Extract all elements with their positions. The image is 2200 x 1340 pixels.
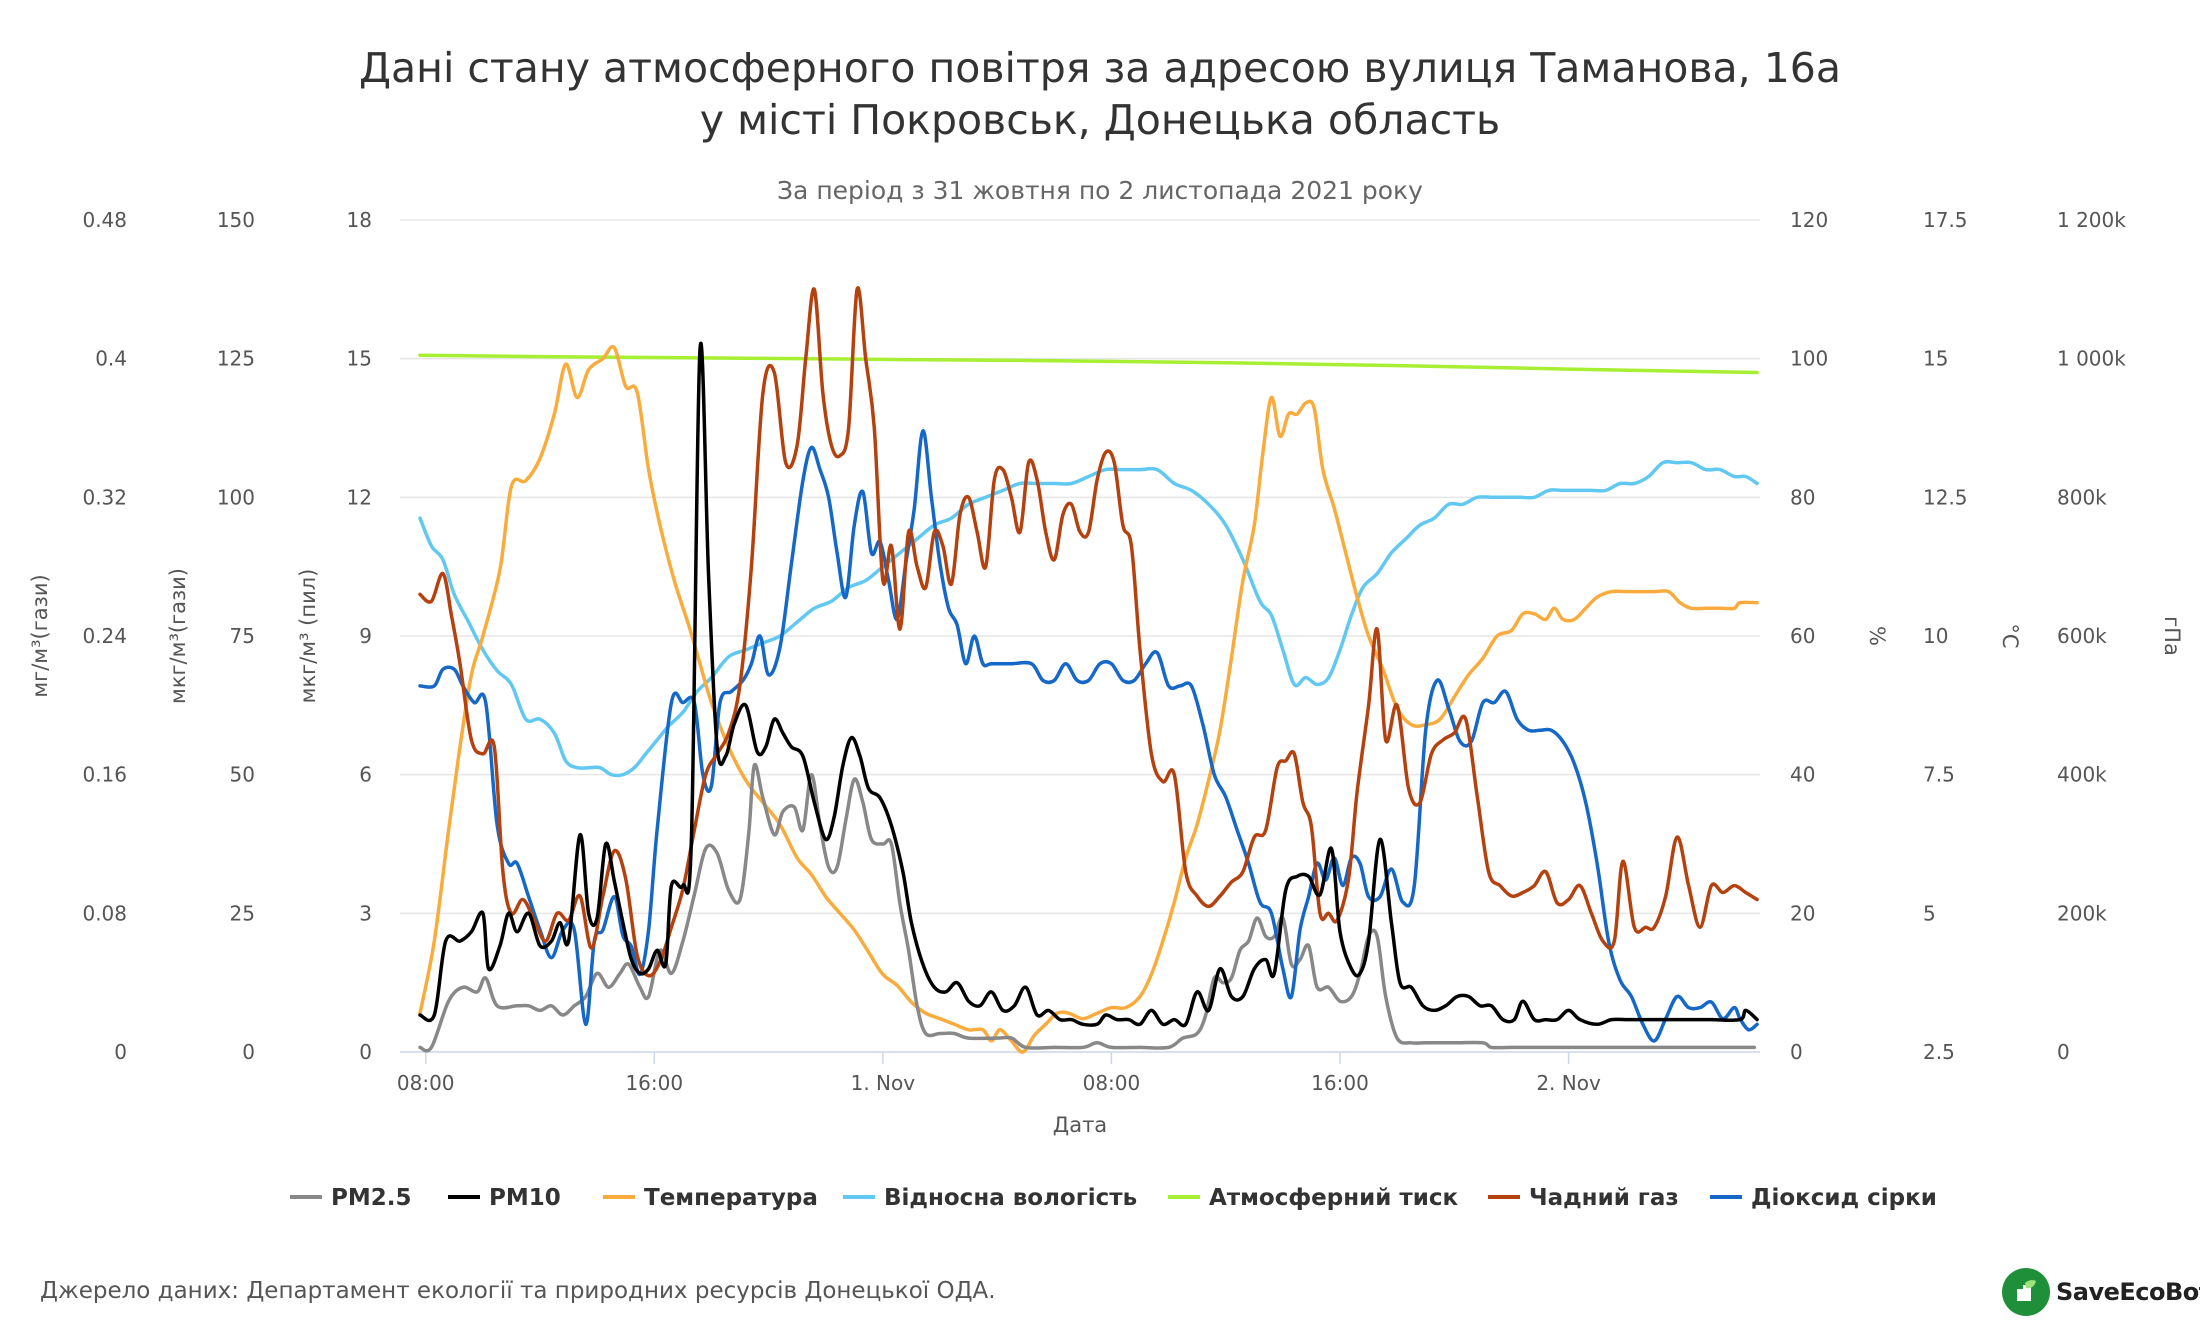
y-tick-label: 0.08 <box>82 901 127 925</box>
legend-label: Температура <box>644 1185 818 1211</box>
y-tick-label: 0 <box>242 1040 255 1064</box>
legend-item[interactable]: Відносна вологість <box>843 1185 1137 1211</box>
y-tick-label: 600k <box>2057 624 2107 648</box>
brand-logo[interactable]: SaveEcoBot <box>2002 1268 2200 1316</box>
y-tick-label: 100 <box>217 485 255 509</box>
chart-title-line: у місті Покровськ, Донецька область <box>700 96 1500 144</box>
y-tick-label: 6 <box>359 763 372 787</box>
y-tick-label: 7.5 <box>1923 763 1955 787</box>
x-tick-label: 08:00 <box>397 1071 455 1095</box>
y-tick-label: 0.24 <box>82 624 127 648</box>
y-tick-label: 0.16 <box>82 763 127 787</box>
legend-item[interactable]: Температура <box>603 1185 818 1211</box>
y-tick-label: 25 <box>230 901 255 925</box>
y-tick-label: 125 <box>217 347 255 371</box>
y-tick-label: 0.32 <box>82 485 127 509</box>
series-line[interactable] <box>418 459 1759 778</box>
y-tick-label: 12.5 <box>1923 485 1968 509</box>
series-line[interactable] <box>418 344 1759 1054</box>
y-tick-label: 60 <box>1790 624 1815 648</box>
x-tick-label: 16:00 <box>1311 1071 1369 1095</box>
y-axis-title: мкг/м³(гази) <box>166 568 190 704</box>
y-axis-title: % <box>1865 626 1889 646</box>
y-tick-label: 3 <box>359 901 372 925</box>
legend-item[interactable]: Чадний газ <box>1488 1185 1679 1211</box>
y-tick-label: 5 <box>1923 901 1936 925</box>
legend-item[interactable]: PM2.5 <box>290 1185 412 1211</box>
y-tick-label: 75 <box>230 624 255 648</box>
axes: 00.080.160.240.320.40.48мг/м³(гази)02550… <box>28 208 2184 1137</box>
y-tick-label: 0 <box>2057 1040 2070 1064</box>
y-tick-label: 10 <box>1923 624 1948 648</box>
y-tick-label: 120 <box>1790 208 1828 232</box>
legend: PM2.5 PM10 Температура Відносна вологість Ат… <box>290 1185 1937 1211</box>
series-line[interactable] <box>418 353 1759 375</box>
y-tick-label: 0 <box>359 1040 372 1064</box>
y-axis-title: гПа <box>2160 616 2184 656</box>
y-tick-label: 80 <box>1790 485 1815 509</box>
y-tick-label: 2.5 <box>1923 1040 1955 1064</box>
series-line[interactable] <box>418 429 1759 1043</box>
legend-label: Відносна вологість <box>884 1185 1137 1211</box>
chart-title-line: Дані стану атмосферного повітря за адрес… <box>359 44 1841 92</box>
leaf-icon <box>2002 1268 2050 1316</box>
y-axis-title: мкг/м³ (пил) <box>296 569 320 704</box>
y-axis-title: °C <box>1998 623 2022 648</box>
legend-label: Атмосферний тиск <box>1209 1185 1458 1211</box>
chart-title-group: Дані стану атмосферного повітря за адрес… <box>359 44 1841 144</box>
legend-label: PM2.5 <box>331 1185 412 1211</box>
y-tick-label: 150 <box>217 208 255 232</box>
y-tick-label: 1 200k <box>2057 208 2126 232</box>
y-tick-label: 15 <box>347 347 372 371</box>
y-tick-label: 0 <box>1790 1040 1803 1064</box>
legend-label: Чадний газ <box>1529 1185 1679 1211</box>
y-tick-label: 1 000k <box>2057 347 2126 371</box>
y-tick-label: 18 <box>347 208 372 232</box>
y-tick-label: 12 <box>347 485 372 509</box>
y-tick-label: 40 <box>1790 763 1815 787</box>
y-tick-label: 0.48 <box>82 208 127 232</box>
series-lines <box>418 286 1759 1054</box>
legend-item[interactable]: Атмосферний тиск <box>1168 1185 1458 1211</box>
series-line[interactable] <box>418 341 1759 1028</box>
y-tick-label: 17.5 <box>1923 208 1968 232</box>
y-tick-label: 0 <box>114 1040 127 1064</box>
y-tick-label: 800k <box>2057 485 2107 509</box>
legend-label: PM10 <box>489 1185 561 1211</box>
x-tick-label: 08:00 <box>1083 1071 1141 1095</box>
y-tick-label: 0.4 <box>95 347 127 371</box>
y-tick-label: 200k <box>2057 901 2107 925</box>
x-axis-title: Дата <box>1053 1113 1107 1137</box>
brand-name: SaveEcoBot <box>2056 1278 2200 1306</box>
y-tick-label: 400k <box>2057 763 2107 787</box>
x-tick-label: 2. Nov <box>1536 1071 1601 1095</box>
y-axis-title: мг/м³(гази) <box>28 574 52 697</box>
chart-subtitle: За період з 31 жовтня по 2 листопада 202… <box>777 176 1423 205</box>
x-tick-label: 1. Nov <box>851 1071 916 1095</box>
series-line[interactable] <box>418 286 1759 978</box>
x-tick-label: 16:00 <box>625 1071 683 1095</box>
source-footnote: Джерело даних: Департамент екології та п… <box>40 1278 996 1304</box>
legend-item[interactable]: PM10 <box>448 1185 561 1211</box>
y-tick-label: 100 <box>1790 347 1828 371</box>
y-tick-label: 15 <box>1923 347 1948 371</box>
y-tick-label: 20 <box>1790 901 1815 925</box>
legend-item[interactable]: Діоксид сірки <box>1710 1185 1937 1211</box>
y-tick-label: 9 <box>359 624 372 648</box>
legend-label: Діоксид сірки <box>1751 1185 1937 1211</box>
y-tick-label: 50 <box>230 763 255 787</box>
